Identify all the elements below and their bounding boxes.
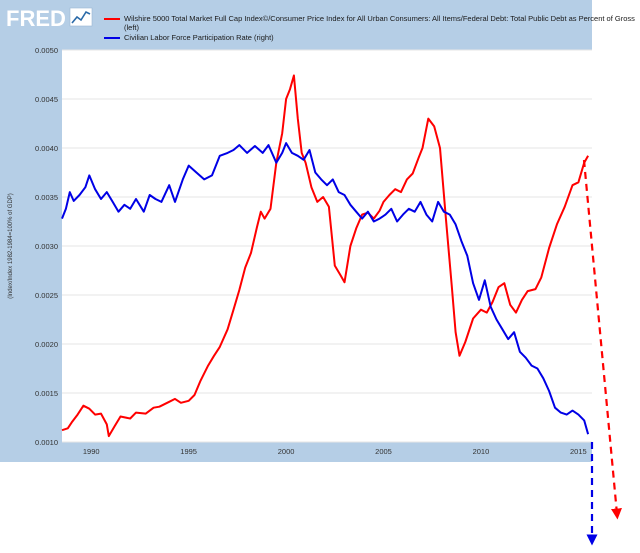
y-tick-label: 0.0025 xyxy=(35,291,58,300)
legend-label-series-2: Civilian Labor Force Participation Rate … xyxy=(124,33,274,42)
grid-lines xyxy=(62,49,592,443)
y-axis: 0.0010 0.0015 0.0020 0.0025 0.0030 0.0035 0.00… xyxy=(35,46,58,447)
y-tick-label: 0.0010 xyxy=(35,438,58,447)
legend-label-series-1-line-2: (left) xyxy=(124,23,140,32)
y-tick-label: 0.0045 xyxy=(35,95,58,104)
y-tick-label: 0.0020 xyxy=(35,340,58,349)
x-tick-label: 2000 xyxy=(278,447,295,456)
y-tick-label: 0.0015 xyxy=(35,389,58,398)
x-tick-label: 2010 xyxy=(473,447,490,456)
line-graph-icon xyxy=(69,7,93,27)
x-tick-label: 2005 xyxy=(375,447,392,456)
y-axis-title: (Index/Index 1982-1984=100% of GDP) xyxy=(8,193,14,299)
x-axis: 1990 1995 2000 2005 2010 2015 xyxy=(83,447,587,456)
legend-label-series-1-line-1: Wilshire 5000 Total Market Full Cap Inde… xyxy=(124,14,635,23)
y-tick-label: 0.0035 xyxy=(35,193,58,202)
x-tick-label: 2015 xyxy=(570,447,587,456)
legend: Wilshire 5000 Total Market Full Cap Inde… xyxy=(104,14,637,42)
x-tick-label: 1995 xyxy=(180,447,197,456)
fred-logo: FRED xyxy=(6,6,93,31)
x-tick-label: 1990 xyxy=(83,447,100,456)
series-line-1 xyxy=(61,74,589,438)
legend-label-series-1: Wilshire 5000 Total Market Full Cap Inde… xyxy=(124,14,637,32)
y-tick-label: 0.0050 xyxy=(35,46,58,55)
series-line-2 xyxy=(61,142,590,435)
logo-text: FRED xyxy=(6,6,66,31)
series-lines xyxy=(61,74,590,438)
y-tick-label: 0.0030 xyxy=(35,242,58,251)
y-tick-label: 0.0040 xyxy=(35,144,58,153)
